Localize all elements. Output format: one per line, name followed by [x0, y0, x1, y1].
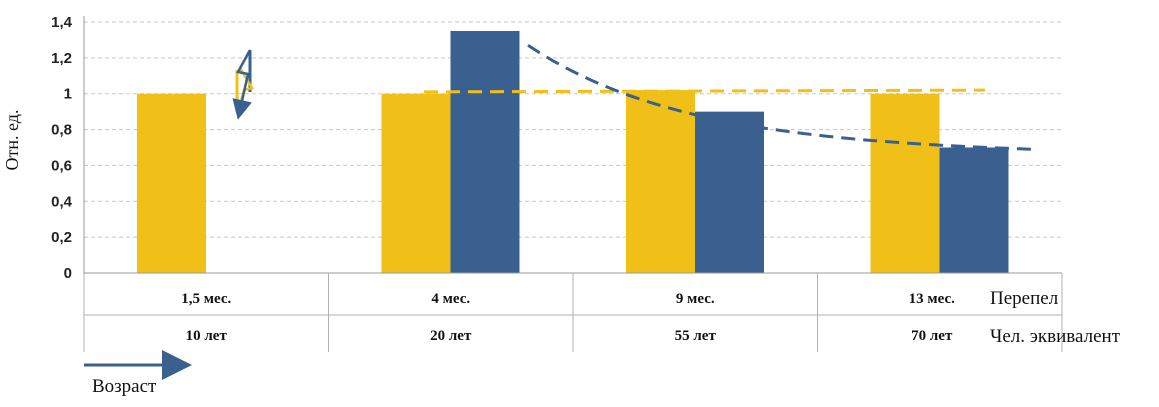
category-label-bottom: 55 лет: [675, 328, 717, 344]
trendlines: [423, 44, 1033, 151]
category-label-bottom: 20 лет: [430, 328, 472, 344]
bar-series2-3: [695, 111, 764, 274]
y-tick-label: 0,4: [51, 193, 73, 210]
bar-series1-2: [381, 93, 451, 273]
y-tick-label: 0,6: [51, 157, 72, 174]
category-label-top: 4 мес.: [431, 291, 470, 307]
trendline-blue: [527, 44, 1033, 151]
bar-series1-3: [626, 90, 695, 273]
row-label-human-equivalent: Чел. эквивалент: [990, 326, 1121, 347]
category-label-top: 9 мес.: [676, 291, 715, 307]
category-label-top: 13 мес.: [909, 291, 955, 307]
trendline-yellow: [423, 88, 986, 94]
bar-series1-1: [137, 93, 206, 273]
y-tick-label: 0,2: [51, 229, 72, 246]
category-table: [83, 272, 1063, 352]
category-label-bottom: 10 лет: [186, 328, 228, 344]
age-arrow-label: Возраст: [92, 376, 157, 397]
y-tick-label: 1,2: [51, 50, 72, 67]
bar-series1-4: [870, 93, 940, 273]
bar-series2-2: [450, 30, 520, 274]
category-label-top: 1,5 мес.: [181, 291, 231, 307]
y-tick-label: 1,4: [51, 14, 73, 31]
y-tick-labels: 0 0,2 0,4 0,6 0,8 1 1,2 1,4: [51, 14, 73, 282]
category-label-bottom: 70 лет: [911, 328, 953, 344]
y-tick-label: 1: [64, 86, 72, 103]
lightning-bolt-icon: [232, 49, 254, 120]
row-label-quail: Перепел: [990, 288, 1059, 309]
y-axis-label: Отн. ед.: [2, 110, 22, 171]
y-tick-label: 0: [64, 265, 72, 282]
bars: [137, 30, 1009, 274]
category-labels: 1,5 мес. 10 лет 4 мес. 20 лет 9 мес. 55 лет 13…: [181, 291, 955, 344]
y-tick-label: 0,8: [51, 122, 72, 139]
bar-series2-4: [939, 147, 1009, 273]
